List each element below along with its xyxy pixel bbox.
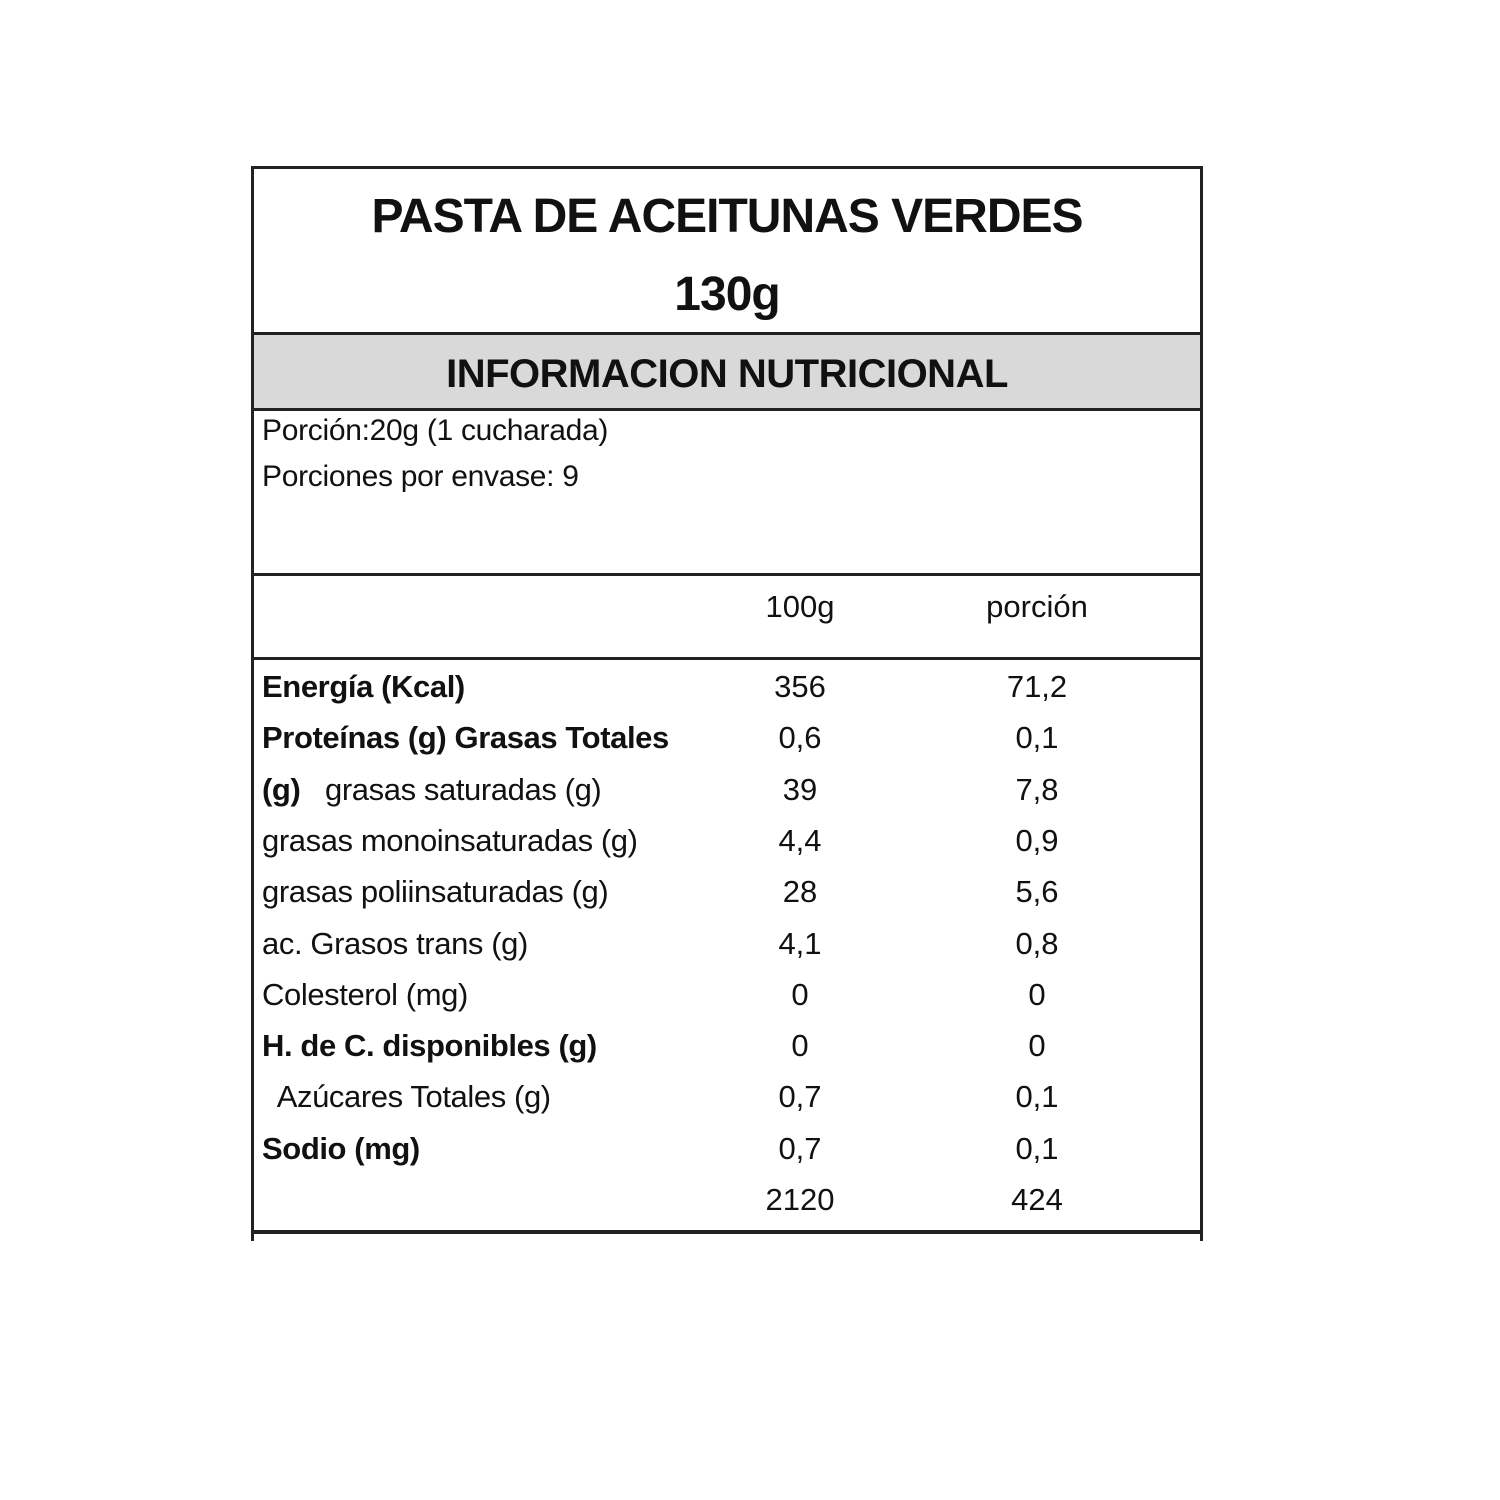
product-name: PASTA DE ACEITUNAS VERDES	[371, 190, 1083, 243]
value-per-portion: 0,1	[1015, 1130, 1059, 1166]
nutrient-label: grasas poliinsaturadas (g)	[262, 874, 609, 910]
table-row: ac. Grasos trans (g) 4,1 0,8	[254, 926, 1200, 977]
value-per-100g: 0,7	[778, 1130, 822, 1166]
nutrient-label-segment: Sodio (mg)	[262, 1130, 420, 1166]
serving-size: Porción:20g (1 cucharada)	[262, 414, 609, 447]
servings-per-container: Porciones por envase: 9	[262, 460, 579, 493]
value-per-portion: 0,8	[1015, 925, 1059, 961]
product-weight: 130g	[674, 268, 780, 321]
value-per-100g: 0,6	[778, 720, 822, 756]
value-per-portion: 0,1	[1015, 720, 1059, 756]
value-per-100g: 4,4	[778, 822, 822, 858]
value-per-portion: 5,6	[1015, 874, 1059, 910]
column-header-portion: porción	[986, 589, 1088, 624]
nutrient-label-segment: H. de C. disponibles (g)	[262, 1028, 597, 1064]
nutrient-label: Sodio (mg)	[262, 1131, 420, 1167]
value-per-portion: 0,9	[1015, 822, 1059, 858]
table-row: grasas poliinsaturadas (g) 28 5,6	[254, 874, 1200, 925]
nutrient-label-segment: Azúcares Totales (g)	[262, 1079, 551, 1115]
nutrient-label-segment: (g)	[262, 771, 301, 807]
value-per-portion: 71,2	[1006, 669, 1068, 704]
value-per-portion: 424	[1011, 1182, 1063, 1217]
nutrient-label: ac. Grasos trans (g)	[262, 926, 528, 962]
nutrient-label-segment: ac. Grasos trans (g)	[262, 925, 528, 961]
value-per-100g: 28	[782, 874, 818, 910]
table-row: 2120 424	[254, 1182, 1200, 1233]
table-row: Sodio (mg) 0,7 0,1	[254, 1131, 1200, 1182]
nutrition-label: PASTA DE ACEITUNAS VERDES 130g INFORMACI…	[251, 166, 1203, 1241]
divider	[254, 1230, 1200, 1234]
table-row: Energía (Kcal) 356 71,2	[254, 669, 1200, 720]
section-header-bg	[254, 335, 1200, 409]
table-row: Azúcares Totales (g) 0,7 0,1	[254, 1079, 1200, 1130]
value-per-100g: 0	[791, 1028, 809, 1064]
table-row: Colesterol (mg) 0 0	[254, 977, 1200, 1028]
column-header-100g: 100g	[765, 589, 835, 624]
value-per-portion: 7,8	[1015, 771, 1059, 807]
divider	[254, 408, 1200, 411]
divider	[254, 332, 1200, 335]
table-row: grasas monoinsaturadas (g) 4,4 0,9	[254, 823, 1200, 874]
value-per-portion: 0	[1028, 976, 1046, 1012]
nutrient-label-segment: Proteínas (g) Grasas Totales	[262, 720, 669, 756]
nutrient-label-segment: Energía (Kcal)	[262, 669, 465, 704]
table-row: H. de C. disponibles (g) 0 0	[254, 1028, 1200, 1079]
nutrient-label: Proteínas (g) Grasas Totales	[262, 720, 669, 756]
nutrient-label-segment: grasas poliinsaturadas (g)	[262, 874, 609, 910]
divider	[254, 573, 1200, 576]
table-row: (g) grasas saturadas (g) 39 7,8	[254, 772, 1200, 823]
value-per-100g: 4,1	[778, 925, 822, 961]
section-title: INFORMACION NUTRICIONAL	[446, 352, 1008, 396]
nutrient-label-segment: grasas saturadas (g)	[300, 771, 602, 807]
value-per-100g: 0,7	[778, 1079, 822, 1115]
value-per-100g: 39	[782, 771, 818, 807]
nutrient-label-segment: Colesterol (mg)	[262, 976, 468, 1012]
nutrient-label-segment: grasas monoinsaturadas (g)	[262, 822, 638, 858]
value-per-100g: 356	[774, 669, 826, 704]
value-per-portion: 0,1	[1015, 1079, 1059, 1115]
value-per-portion: 0	[1028, 1028, 1046, 1064]
nutrient-label: (g) grasas saturadas (g)	[262, 771, 602, 808]
nutrient-label: grasas monoinsaturadas (g)	[262, 823, 638, 859]
nutrient-label: Energía (Kcal)	[262, 669, 465, 705]
value-per-100g: 0	[791, 976, 809, 1012]
nutrient-label: H. de C. disponibles (g)	[262, 1028, 597, 1064]
nutrient-label: Colesterol (mg)	[262, 977, 468, 1013]
table-row: Proteínas (g) Grasas Totales 0,6 0,1	[254, 720, 1200, 771]
nutrient-label: Azúcares Totales (g)	[262, 1079, 551, 1115]
value-per-100g: 2120	[765, 1182, 835, 1217]
divider	[254, 657, 1200, 660]
